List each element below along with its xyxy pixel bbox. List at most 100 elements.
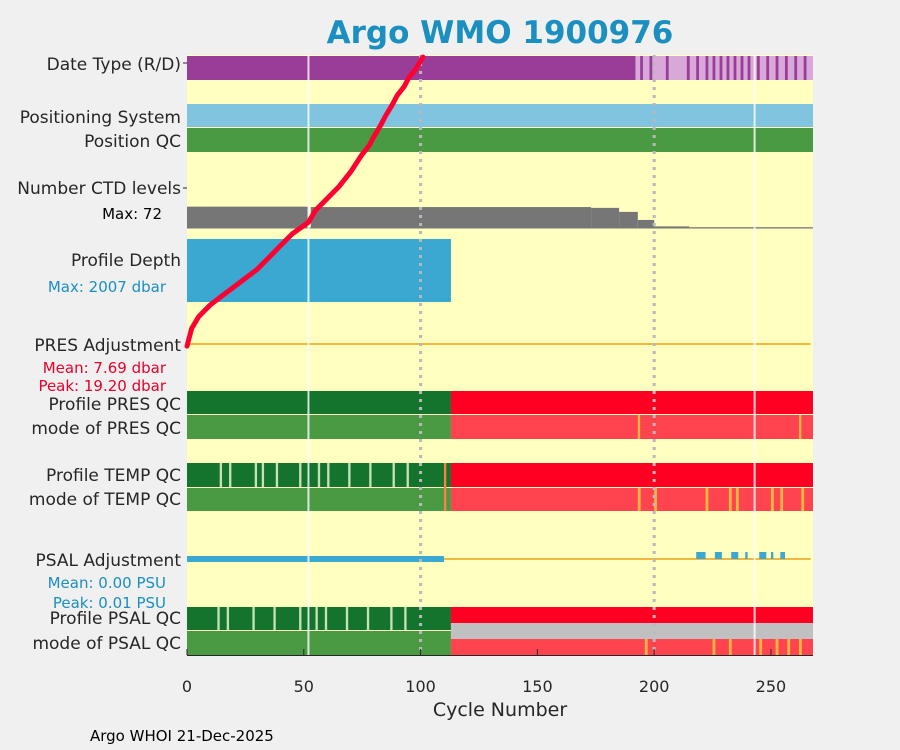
ctd-levels-bar-2: [591, 207, 620, 228]
psal-block-3: [745, 552, 748, 559]
psal-block-4: [759, 552, 767, 559]
chart-title: Argo WMO 1900976: [327, 15, 674, 51]
psal-stripe-1: [226, 607, 230, 630]
psal-orange-mark-1: [712, 639, 716, 655]
pres-mode-qc-good: [187, 415, 451, 439]
psal-block-0: [696, 552, 706, 559]
label-profile-pres-qc: Profile PRES QC: [48, 395, 181, 415]
temp-orange-mark-4: [735, 488, 739, 511]
date-type-streak-0: [640, 56, 643, 80]
date-type-streak-1: [649, 56, 653, 80]
temp-stripe-10: [392, 463, 395, 487]
x-axis-label: Cycle Number: [433, 699, 567, 721]
x-tick-label-4: 200: [639, 677, 670, 696]
label-profile-depth: Profile Depth: [71, 251, 181, 271]
psal-stripe-10: [404, 607, 407, 630]
temp-stripe-9: [369, 463, 372, 487]
psal-orange-mark-6: [798, 639, 802, 655]
psal-orange-mark-0: [644, 639, 648, 655]
label-profile-psal-qc: Profile PSAL QC: [50, 609, 181, 629]
psal-block-2: [731, 552, 739, 559]
temp-stripe-6: [317, 463, 321, 487]
temp-stripe-0: [219, 463, 223, 487]
x-tick-label-3: 150: [522, 677, 553, 696]
label-profile-temp-qc: Profile TEMP QC: [46, 466, 181, 486]
date-type-streak-13: [766, 56, 770, 80]
psal-orange-mark-5: [787, 639, 791, 655]
temp-orange-mark-5: [770, 488, 774, 511]
pres-mode-qc-bad: [450, 415, 813, 439]
position-qc-bar: [187, 128, 813, 152]
date-type-streak-14: [775, 56, 779, 80]
x-tick-label-2: 100: [405, 677, 436, 696]
psal-stripe-9: [390, 607, 393, 630]
time-progress-line: [184, 54, 426, 349]
psal-adjustment-bar: [187, 556, 444, 562]
date-type-streak-8: [726, 56, 730, 80]
temp-stripe-8: [348, 463, 351, 487]
date-type-streak-9: [733, 56, 737, 80]
x-tick-label-0: 0: [182, 677, 192, 696]
temp-stripe-5: [299, 463, 302, 487]
psal-stripe-6: [324, 607, 328, 630]
temp-profile-qc-bad: [450, 463, 813, 487]
psal-stripe-2: [252, 607, 255, 630]
temp-stripe-1: [229, 463, 232, 487]
pres-orange-mark-0: [637, 415, 641, 439]
plot-background: [187, 55, 813, 655]
date-type-streak-10: [740, 56, 744, 80]
temp-orange-mark-2: [705, 488, 709, 511]
date-type-delayed-bar: [635, 56, 813, 80]
ctd-levels-bar-0: [187, 206, 309, 228]
footer-credit: Argo WHOI 21-Dec-2025: [90, 727, 274, 745]
label-depth-max: Max: 2007 dbar: [48, 278, 167, 296]
psal-stripe-8: [366, 607, 370, 630]
label-psal-peak: Peak: 0.01 PSU: [53, 594, 166, 612]
temp-mode-qc-bad: [450, 488, 813, 511]
psal-profile-qc-good: [187, 607, 451, 630]
psal-block-6: [780, 552, 785, 559]
label-pres-peak: Peak: 19.20 dbar: [38, 377, 166, 395]
psal-stripe-3: [273, 607, 276, 630]
label-mode-temp-qc: mode of TEMP QC: [29, 490, 181, 510]
label-psal-adjustment: PSAL Adjustment: [36, 551, 182, 571]
date-type-streak-16: [794, 56, 798, 80]
psal-orange-mark-3: [759, 639, 763, 655]
date-type-streak-17: [803, 56, 807, 80]
date-type-streak-11: [747, 56, 751, 80]
pres-profile-qc-bad: [450, 391, 813, 414]
temp-stripe-4: [275, 463, 279, 487]
label-date-type: Date Type (R/D): [47, 55, 181, 75]
psal-stripe-0: [217, 607, 220, 630]
date-type-streak-12: [756, 56, 760, 80]
label-pres-mean: Mean: 7.69 dbar: [43, 359, 167, 377]
temp-stripe-11: [406, 463, 409, 487]
date-type-streak-4: [696, 56, 700, 80]
ctd-levels-bar-4: [637, 219, 655, 228]
date-type-streak-7: [719, 56, 723, 80]
label-psal-mean: Mean: 0.00 PSU: [48, 574, 166, 592]
temp-mode-qc-good: [187, 488, 451, 511]
pres-orange-mark-1: [798, 415, 802, 439]
psal-block-1: [714, 552, 722, 559]
date-type-streak-2: [665, 56, 669, 80]
psal-orange-mark-2: [728, 639, 732, 655]
temp-stripe-3: [261, 463, 265, 487]
positioning-system-bar: [187, 104, 813, 127]
psal-block-5: [770, 552, 774, 559]
temp-stripe-2: [254, 463, 258, 487]
ctd-levels-bar-1: [310, 207, 592, 228]
temp-transition-mark: [443, 463, 447, 511]
x-tick-label-5: 250: [756, 677, 787, 696]
psal-grey-band: [450, 623, 813, 639]
x-tick-label-1: 50: [294, 677, 314, 696]
temp-orange-mark-0: [637, 488, 641, 511]
label-positioning-system: Positioning System: [20, 108, 181, 128]
chart-marks: [183, 54, 813, 656]
psal-orange-mark-4: [775, 639, 779, 655]
x-axis-ticks: 0 50 100 150 200 250: [182, 649, 786, 696]
date-type-streak-15: [784, 56, 788, 80]
psal-stripe-4: [299, 607, 302, 630]
ctd-levels-bar-3: [619, 211, 638, 228]
